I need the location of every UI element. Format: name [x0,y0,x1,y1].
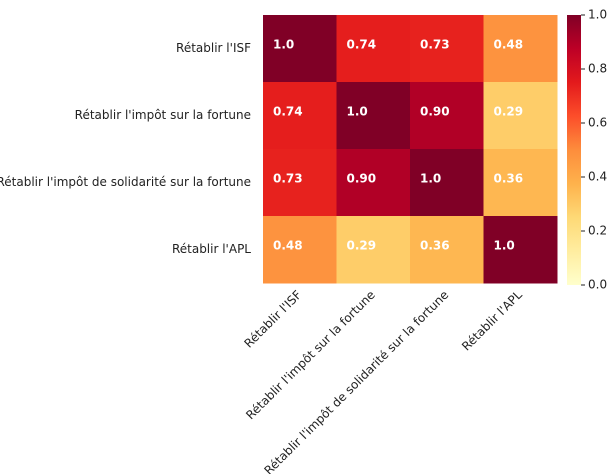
colorbar-tick-label: 0.0 [588,278,607,292]
y-tick-label: Rétablir l'APL [172,242,251,256]
heatmap-cell [336,216,411,284]
cell-label: 0.74 [273,105,303,119]
colorbar-tick-label: 1.0 [588,8,607,22]
cell-label: 0.90 [420,105,450,119]
x-tick-label: Rétablir l'impôt sur la fortune [243,288,378,423]
colorbar-tick-label: 0.8 [588,62,607,76]
cell-label: 0.73 [420,38,450,52]
heatmap-cell [336,15,411,83]
cell-label: 0.29 [494,105,524,119]
cell-label: 1.0 [420,172,441,186]
x-tick-label: Rétablir l'ISF [241,288,304,351]
colorbar-tick-label: 0.2 [588,224,607,238]
y-tick-label: Rétablir l'impôt sur la fortune [75,108,251,122]
colorbar-tick-label: 0.4 [588,170,607,184]
colorbar-tick-label: 0.6 [588,116,607,130]
heatmap-cell [336,149,411,217]
heatmap-cell [263,216,337,284]
y-tick-label: Rétablir l'impôt de solidarité sur la fo… [0,175,251,189]
colorbar [567,15,581,285]
cell-label: 0.36 [494,172,524,186]
heatmap-cell [263,82,337,150]
heatmap-cell [483,216,558,284]
cell-label: 0.48 [273,239,303,253]
cell-label: 0.29 [347,239,377,253]
heatmap-cell [263,149,337,217]
heatmap-cell [263,15,337,83]
heatmap-cell [410,149,484,217]
cell-label: 1.0 [273,38,294,52]
heatmap-cell [410,82,484,150]
cell-label: 1.0 [347,105,368,119]
cell-label: 1.0 [494,239,515,253]
y-tick-label: Rétablir l'ISF [176,41,251,55]
heatmap-cell [483,82,558,150]
cell-label: 0.74 [347,38,377,52]
cell-label: 0.48 [494,38,524,52]
heatmap-cell [410,15,484,83]
heatmap-cell [336,82,411,150]
heatmap-cell [483,149,558,217]
heatmap-cell [483,15,558,83]
cell-label: 0.73 [273,172,303,186]
cell-label: 0.90 [347,172,377,186]
cell-label: 0.36 [420,239,450,253]
heatmap-cell [410,216,484,284]
x-tick-label: Rétablir l'APL [459,287,525,353]
